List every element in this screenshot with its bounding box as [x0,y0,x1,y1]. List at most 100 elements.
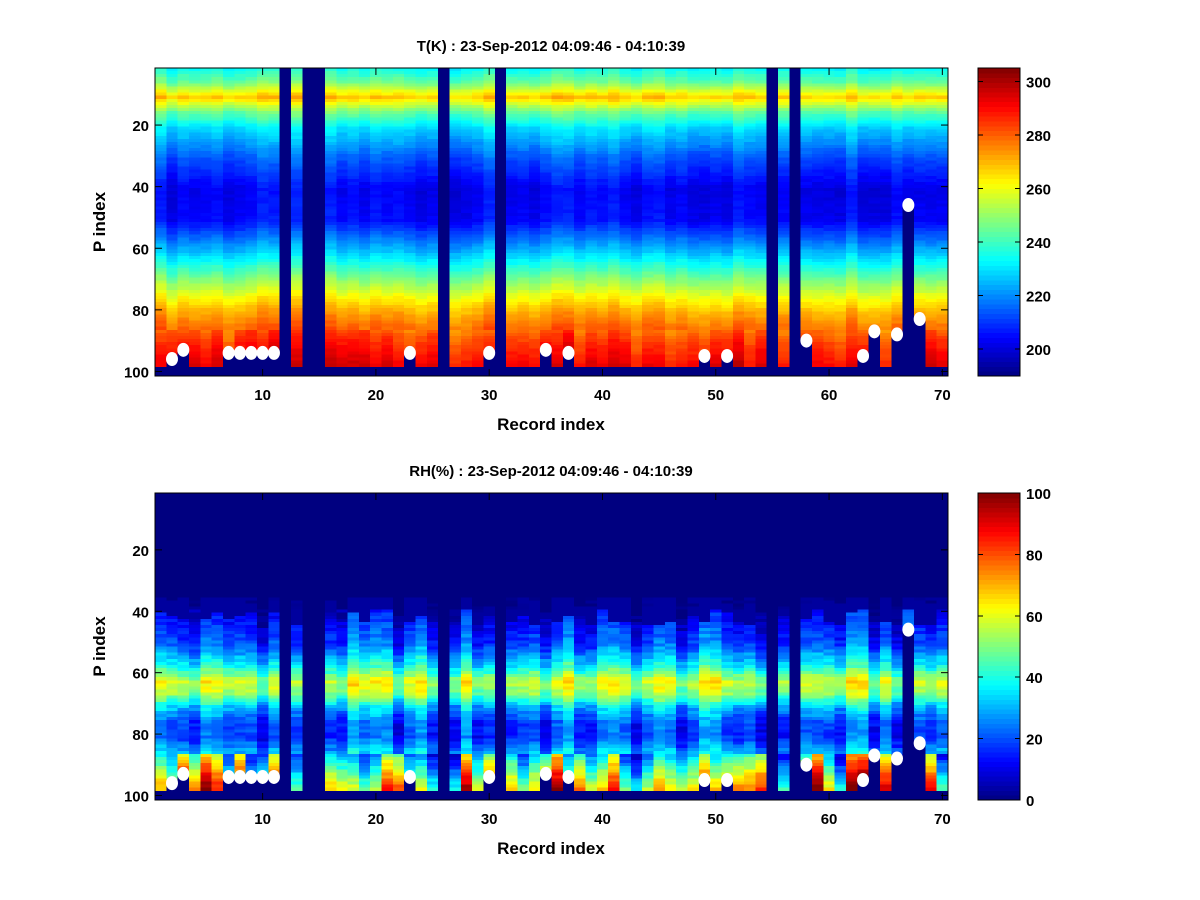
heatmap-cell [404,295,416,300]
heatmap-cell [392,181,405,186]
heatmap-cell [256,172,269,177]
heatmap-cell [415,215,428,220]
heatmap-cell [324,123,337,127]
heatmap-cell [211,302,224,306]
heatmap-cell [540,80,552,84]
heatmap-cell [619,345,632,349]
heatmap-cell [245,277,258,281]
heatmap-cell [188,71,201,75]
heatmap-cell [710,234,722,238]
heatmap-cell [302,246,314,251]
heatmap-cell [313,89,326,94]
heatmap-cell [710,308,722,312]
heatmap-cell [472,335,484,340]
heatmap-cell [506,265,518,269]
heatmap-cell [619,265,632,269]
heatmap-cell [517,240,530,244]
heatmap-cell [358,262,371,266]
heatmap-cell [517,332,530,337]
heatmap-cell [460,366,473,371]
heatmap-cell [528,314,541,318]
heatmap-cell [200,326,213,331]
heatmap-cell [562,197,575,201]
heatmap-cell [710,132,722,137]
heatmap-cell [540,289,552,294]
heatmap-cell [155,277,167,281]
heatmap-cell [483,243,496,248]
heatmap-cell [222,314,235,318]
heatmap-cell [177,163,190,167]
heatmap-cell [358,277,371,281]
heatmap-cell [608,129,620,134]
heatmap-cell [619,231,632,235]
heatmap-cell [698,215,711,220]
heatmap-cell [528,228,541,232]
heatmap-cell [506,292,518,297]
heatmap-cell [528,215,541,220]
heatmap-cell [483,166,496,171]
heatmap-cell [710,141,722,146]
heatmap-cell [279,129,292,134]
heatmap-cell [188,80,201,84]
heatmap-cell [302,129,314,134]
heatmap-cell [698,265,711,269]
heatmap-cell [155,357,167,361]
heatmap-cell [449,329,462,334]
heatmap-cell [415,157,428,161]
heatmap-cell [630,268,643,272]
heatmap-cell [302,345,314,349]
heatmap-cell [404,209,416,214]
heatmap-cell [392,305,405,309]
heatmap-cell [642,360,654,365]
heatmap-cell [188,277,201,281]
heatmap-cell [562,212,575,217]
heatmap-cell [347,345,360,349]
heatmap-cell [370,357,382,361]
heatmap-cell [211,342,224,346]
heatmap-cell [574,86,586,90]
heatmap-cell [506,83,518,87]
heatmap-cell [404,108,416,112]
heatmap-cell [222,271,235,275]
heatmap-cell [381,234,394,238]
heatmap-cell [517,339,530,343]
heatmap-cell [494,181,507,186]
heatmap-cell [710,222,722,226]
heatmap-cell [324,157,337,161]
heatmap-cell [438,326,450,331]
heatmap-cell [460,157,473,161]
heatmap-cell [438,145,450,149]
heatmap-cell [438,89,450,94]
heatmap-cell [449,286,462,291]
heatmap-cell [188,197,201,201]
heatmap-cell [336,231,348,235]
heatmap-cell [687,317,700,321]
heatmap-cell [449,74,462,78]
heatmap-cell [324,258,337,263]
heatmap-cell [596,302,609,306]
heatmap-cell [347,95,360,100]
heatmap-cell [562,141,575,146]
heatmap-cell [608,332,620,337]
heatmap-cell [540,332,552,337]
heatmap-cell [642,357,654,361]
heatmap-cell [506,225,518,229]
heatmap-cell [528,262,541,266]
heatmap-cell [200,277,213,281]
heatmap-cell [188,148,201,152]
heatmap-cell [279,209,292,214]
heatmap-cell [460,277,473,281]
heatmap-cell [222,323,235,328]
heatmap-cell [302,289,314,294]
heatmap-cell [664,209,677,214]
heatmap-cell [381,225,394,229]
heatmap-cell [392,283,405,288]
heatmap-cell [460,218,473,223]
heatmap-cell [642,225,654,229]
heatmap-cell [438,129,450,134]
heatmap-cell [483,314,496,318]
heatmap-cell [290,234,303,238]
heatmap-cell [506,252,518,257]
heatmap-cell [619,326,632,331]
heatmap-cell [268,194,281,198]
